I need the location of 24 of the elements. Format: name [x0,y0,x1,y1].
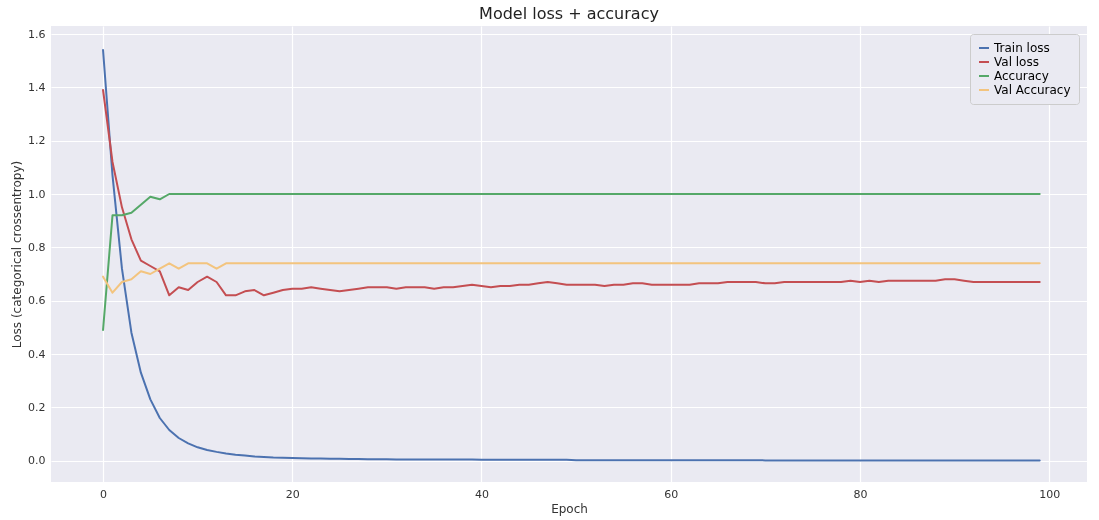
y-tick-label: 1.6 [28,27,46,41]
line-series [102,193,1041,331]
y-tick-label: 0.8 [28,240,46,254]
x-axis-title: Epoch [551,501,588,516]
x-tick-label: 20 [285,487,300,501]
legend-label: Accuracy [994,69,1049,83]
legend-label: Val Accuracy [994,83,1071,97]
legend-label: Train loss [993,41,1050,55]
x-tick-label: 0 [100,487,108,501]
y-tick-label: 1.4 [28,80,46,94]
y-axis-title: Loss (categorical crossentropy) [10,160,25,349]
y-tick-label: 1.0 [28,187,46,201]
x-tick-label: 80 [853,487,868,501]
y-tick-label: 0.4 [28,347,46,361]
chart-title: Model loss + accuracy [479,4,659,23]
y-tick-label: 0.0 [28,454,46,468]
x-tick-label: 40 [474,487,489,501]
y-tick-label: 0.6 [28,294,46,308]
x-tick-label: 100 [1039,487,1061,501]
legend-label: Val loss [994,55,1039,69]
y-tick-label: 1.2 [28,134,46,148]
line-series [102,262,1041,294]
y-tick-label: 0.2 [28,400,46,414]
x-tick-label: 60 [664,487,679,501]
